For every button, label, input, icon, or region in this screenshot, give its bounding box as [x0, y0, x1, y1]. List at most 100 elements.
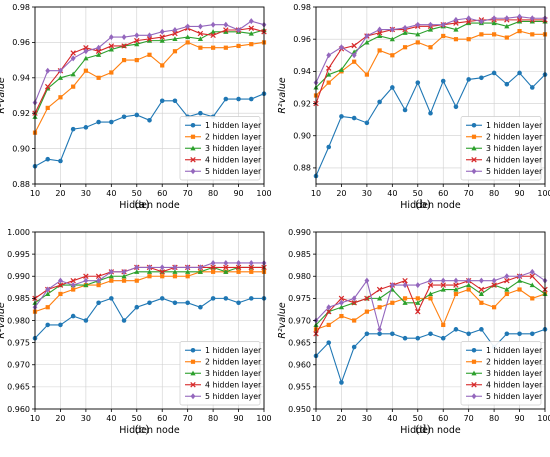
data-point — [466, 77, 471, 82]
y-axis-title: R²value — [0, 302, 7, 339]
data-point — [390, 53, 395, 58]
legend-item: 2 hidden layer — [185, 358, 262, 367]
data-point — [352, 59, 357, 64]
data-point — [339, 313, 344, 319]
x-tick-label: 50 — [132, 414, 142, 423]
legend-item: 4 hidden layer — [466, 156, 543, 165]
data-point — [364, 39, 370, 45]
y-tick-label: 0.94 — [12, 74, 30, 83]
data-point — [428, 331, 433, 337]
data-point — [248, 18, 254, 25]
data-point — [223, 21, 229, 28]
data-point — [516, 18, 523, 24]
data-point — [172, 300, 178, 306]
data-point — [504, 273, 510, 280]
y-tick-label: 1.000 — [7, 228, 30, 237]
data-point — [351, 52, 357, 59]
data-point — [147, 274, 152, 279]
x-tick-label: 80 — [208, 189, 218, 198]
legend-label: 5 hidden layer — [205, 167, 262, 176]
data-point — [159, 264, 165, 271]
panel-caption: (c) — [135, 423, 150, 436]
data-point — [210, 296, 216, 301]
data-point — [248, 96, 254, 102]
y-tick-label: 0.980 — [7, 316, 30, 325]
legend-marker — [190, 157, 196, 163]
data-point — [96, 300, 101, 306]
data-point — [58, 158, 63, 164]
data-point — [466, 282, 472, 288]
x-tick-label: 90 — [233, 414, 243, 423]
y-tick-label: 0.975 — [7, 338, 30, 347]
data-point — [83, 44, 89, 51]
data-point — [83, 68, 88, 73]
data-point — [415, 296, 420, 301]
data-point — [517, 273, 522, 280]
x-tick-label: 80 — [489, 414, 499, 423]
x-axis-title: Hidden node — [119, 200, 180, 211]
data-point — [45, 156, 51, 162]
data-point — [223, 259, 229, 266]
data-point — [402, 296, 408, 301]
data-point — [402, 282, 408, 289]
data-point — [427, 282, 434, 288]
legend-item: 2 hidden layer — [185, 133, 262, 142]
data-point — [339, 299, 344, 306]
data-point — [108, 268, 114, 275]
data-point — [478, 18, 484, 25]
data-point — [236, 300, 241, 306]
data-point — [390, 85, 395, 90]
legend-item: 5 hidden layer — [466, 167, 543, 176]
data-point — [428, 21, 433, 28]
x-tick-label: 10 — [30, 414, 40, 423]
data-point — [223, 27, 229, 33]
data-point — [402, 30, 408, 35]
data-point — [504, 81, 510, 87]
legend-label: 2 hidden layer — [205, 358, 262, 367]
legend-box — [179, 116, 261, 181]
x-tick-label: 40 — [387, 414, 397, 423]
data-point — [197, 269, 203, 274]
data-point — [389, 36, 395, 42]
data-point — [478, 291, 484, 297]
x-tick-label: 100 — [537, 414, 550, 423]
data-point — [376, 286, 383, 293]
legend: 1 hidden layer 2 hidden layer 3 hidden lay… — [460, 341, 543, 406]
data-point — [197, 30, 204, 37]
x-tick-label: 60 — [157, 189, 167, 198]
legend: 1 hidden layer 2 hidden layer 3 hidden lay… — [460, 116, 543, 181]
data-point — [389, 282, 395, 289]
data-point — [428, 110, 433, 116]
legend-label: 1 hidden layer — [205, 346, 262, 355]
data-point — [326, 71, 332, 77]
data-point — [146, 38, 153, 43]
legend-label: 3 hidden layer — [486, 144, 543, 153]
data-point — [415, 80, 421, 85]
legend-item: 5 hidden layer — [185, 392, 262, 401]
legend-box — [460, 341, 542, 406]
y-tick-label: 0.955 — [288, 383, 311, 392]
legend-marker — [190, 168, 196, 175]
y-tick-label: 0.965 — [7, 383, 30, 392]
legend-item: 1 hidden layer — [185, 346, 262, 355]
data-point — [198, 45, 203, 50]
data-point — [57, 75, 64, 80]
x-tick-label: 30 — [362, 189, 372, 198]
legend-label: 4 hidden layer — [486, 381, 543, 390]
data-point — [108, 43, 115, 49]
legend-item: 4 hidden layer — [185, 156, 262, 165]
data-point — [478, 277, 484, 284]
data-point — [479, 75, 484, 81]
series-1-hidden-layer — [313, 327, 548, 385]
data-point — [210, 21, 216, 28]
data-point — [223, 96, 229, 102]
plot-frame — [34, 6, 265, 185]
data-point — [466, 15, 472, 22]
data-point — [453, 37, 459, 42]
x-tick-label: 90 — [514, 414, 524, 423]
data-point — [364, 120, 370, 126]
x-tick-label: 20 — [336, 414, 346, 423]
data-point — [326, 52, 332, 59]
data-point — [198, 110, 203, 116]
